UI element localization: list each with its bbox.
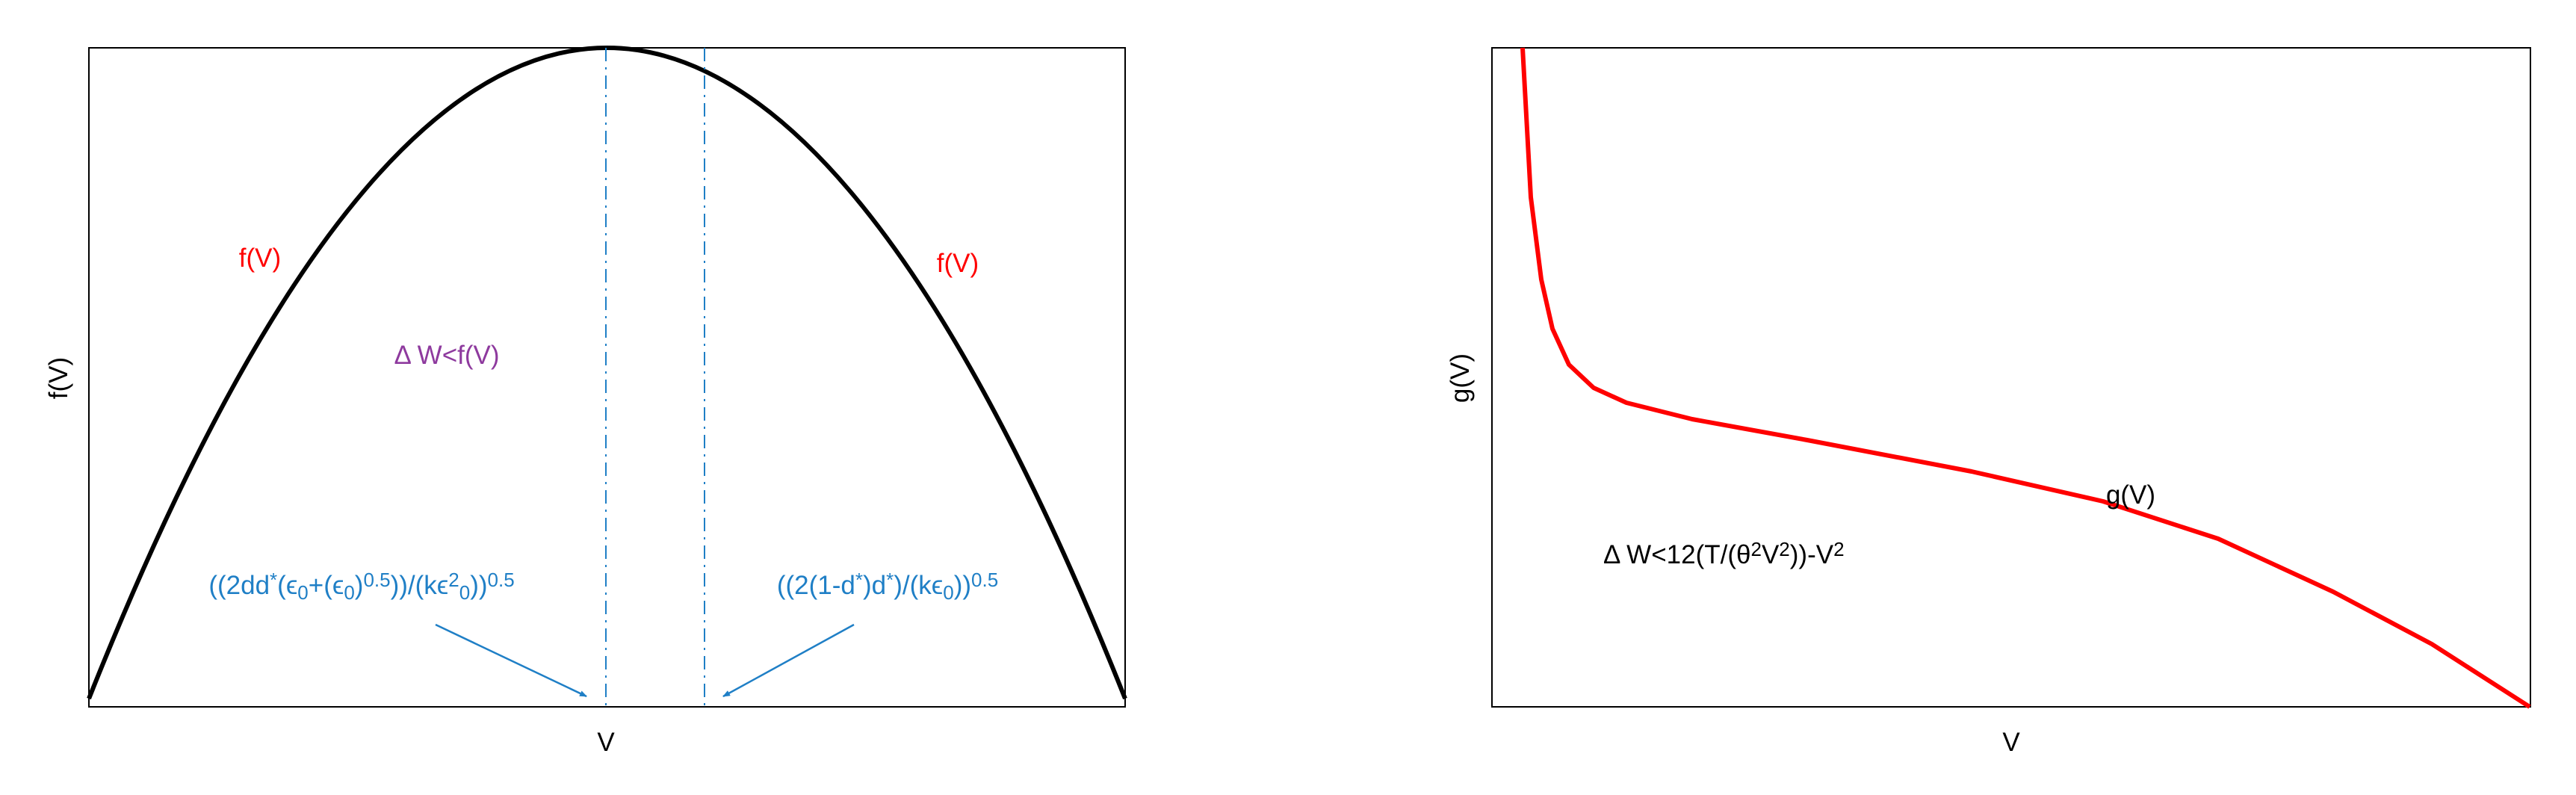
text-run: ((2dd: [208, 571, 270, 600]
text-run: )d: [863, 571, 886, 600]
arrow: [435, 623, 587, 698]
supscript: *: [855, 569, 863, 591]
supscript: *: [886, 569, 894, 591]
curve-label: f(V): [937, 249, 979, 278]
supscript: *: [270, 569, 277, 591]
g-curve: [1520, 47, 2531, 709]
curve-label: f(V): [239, 244, 281, 273]
arrow: [722, 623, 855, 698]
supscript: 2: [1833, 538, 1844, 560]
supscript: 2: [1750, 538, 1761, 560]
region-label: Δ W<f(V): [394, 341, 499, 370]
subscript: 0: [943, 581, 953, 604]
subscript: 0: [297, 581, 308, 604]
text-run: (ϵ: [277, 571, 297, 600]
region-label: Δ W<12(T/(θ2V2))-V2: [1603, 538, 1845, 569]
text-run: )): [954, 571, 971, 600]
y-axis-label: g(V): [1446, 353, 1475, 403]
text-run: ))/(kϵ: [391, 571, 449, 600]
supscript: 2: [1779, 538, 1789, 560]
supscript: 0.5: [488, 569, 515, 591]
text-run: ((2(1-d: [777, 571, 855, 600]
text-run: ): [355, 571, 364, 600]
x-axis-label: V: [597, 728, 615, 757]
text-run: Δ W<12(T/(θ: [1603, 540, 1750, 569]
x-axis-label: V: [2002, 728, 2020, 757]
text-run: Δ W<f(V): [394, 341, 499, 370]
subscript: 0: [344, 581, 354, 604]
text-run: ))-V: [1790, 540, 1834, 569]
right-frame: [1491, 47, 2531, 708]
left-frame: [88, 47, 1126, 708]
supscript: 2: [448, 569, 459, 591]
f-curve: [87, 46, 1127, 700]
supscript: 0.5: [971, 569, 998, 591]
curve-label: g(V): [2106, 480, 2155, 510]
supscript: 0.5: [363, 569, 390, 591]
text-run: )): [470, 571, 487, 600]
text-run: V: [1762, 540, 1780, 569]
y-axis-label: f(V): [44, 357, 73, 399]
subscript: 0: [459, 581, 470, 604]
text-run: )/(kϵ: [894, 571, 943, 600]
text-run: +(ϵ: [309, 571, 344, 600]
annotation: ((2(1-d*)d*)/(kϵ0))0.5: [777, 569, 998, 604]
annotation: ((2dd*(ϵ0+(ϵ0)0.5))/(kϵ20))0.5: [208, 569, 514, 604]
